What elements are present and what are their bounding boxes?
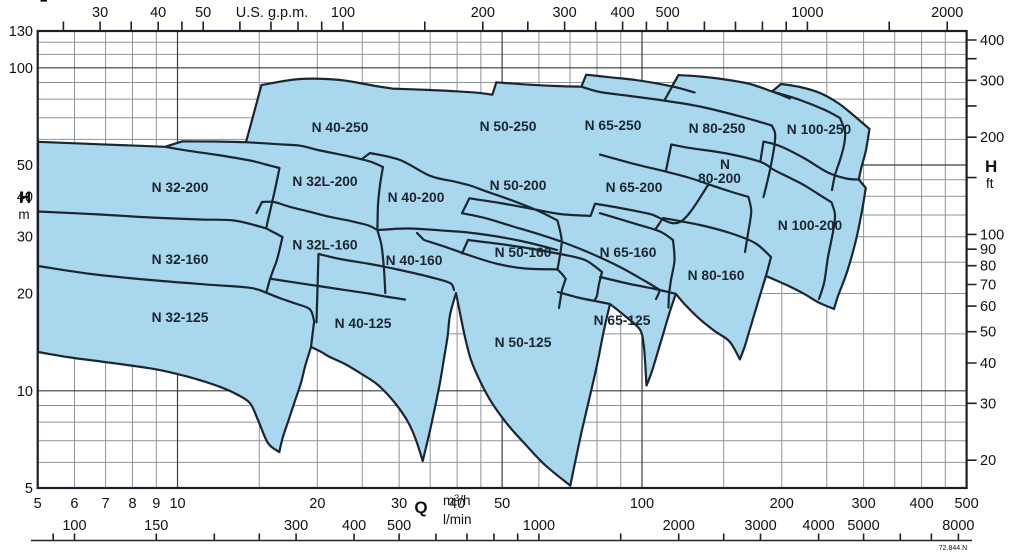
svg-text:N 32L-160: N 32L-160: [292, 238, 358, 253]
svg-text:4000: 4000: [802, 518, 834, 534]
svg-text:6: 6: [70, 496, 78, 512]
svg-text:N 40-125: N 40-125: [335, 316, 392, 331]
svg-text:100: 100: [62, 518, 86, 534]
svg-text:m3/h: m3/h: [443, 493, 471, 508]
svg-text:30: 30: [17, 230, 33, 246]
svg-text:40: 40: [17, 189, 33, 205]
svg-text:80-200: 80-200: [698, 171, 741, 186]
svg-text:400: 400: [342, 518, 366, 534]
svg-text:m: m: [18, 207, 29, 222]
svg-text:N 32-125: N 32-125: [152, 310, 209, 325]
svg-text:N 80-160: N 80-160: [688, 268, 745, 283]
svg-text:N 50-200: N 50-200: [490, 178, 547, 193]
svg-text:90: 90: [980, 242, 996, 258]
svg-text:Q: Q: [414, 498, 427, 517]
svg-text:N 50-160: N 50-160: [495, 245, 552, 260]
svg-text:8000: 8000: [942, 518, 974, 534]
svg-text:150: 150: [144, 518, 168, 534]
svg-text:50: 50: [17, 158, 33, 174]
svg-text:72.844.N: 72.844.N: [939, 545, 967, 552]
svg-text:300: 300: [284, 518, 308, 534]
svg-text:100: 100: [630, 496, 654, 512]
svg-text:N 65-200: N 65-200: [606, 180, 663, 195]
svg-text:50: 50: [195, 5, 211, 21]
svg-text:5000: 5000: [847, 518, 879, 534]
svg-text:N 40-250: N 40-250: [312, 120, 369, 135]
svg-text:100: 100: [331, 5, 355, 21]
svg-text:400: 400: [611, 5, 635, 21]
svg-text:9: 9: [152, 496, 160, 512]
svg-text:l/min: l/min: [443, 512, 472, 527]
svg-text:50: 50: [494, 496, 510, 512]
svg-text:3000: 3000: [744, 518, 776, 534]
svg-text:20: 20: [980, 453, 996, 469]
svg-text:70: 70: [980, 277, 996, 293]
svg-text:200: 200: [770, 496, 794, 512]
svg-text:200: 200: [471, 5, 495, 21]
svg-text:500: 500: [954, 496, 978, 512]
svg-text:H: H: [19, 188, 31, 207]
svg-text:20: 20: [309, 496, 325, 512]
svg-text:N 32-200: N 32-200: [152, 180, 209, 195]
svg-text:N 40-160: N 40-160: [386, 253, 443, 268]
svg-text:500: 500: [656, 5, 680, 21]
svg-text:7: 7: [102, 496, 110, 512]
svg-text:1000: 1000: [791, 5, 823, 21]
svg-text:30: 30: [391, 496, 407, 512]
svg-text:H: H: [985, 157, 997, 176]
svg-text:200: 200: [980, 130, 1004, 146]
svg-text:2000: 2000: [931, 5, 963, 21]
svg-text:N 50-125: N 50-125: [495, 335, 552, 350]
svg-text:50: 50: [980, 325, 996, 341]
svg-text:5: 5: [34, 496, 42, 512]
svg-text:N 32-160: N 32-160: [152, 252, 209, 267]
svg-text:5: 5: [25, 481, 33, 497]
svg-text:80: 80: [980, 259, 996, 275]
svg-text:400: 400: [909, 496, 933, 512]
svg-text:100: 100: [980, 227, 1004, 243]
svg-text:300: 300: [851, 496, 875, 512]
svg-text:N 100-200: N 100-200: [778, 218, 843, 233]
svg-text:100: 100: [9, 61, 33, 77]
svg-text:300: 300: [552, 5, 576, 21]
svg-text:N 50-250: N 50-250: [480, 119, 537, 134]
svg-text:30: 30: [92, 5, 108, 21]
svg-text:ft: ft: [986, 176, 994, 191]
svg-text:1000: 1000: [523, 518, 555, 534]
svg-text:40: 40: [449, 496, 465, 512]
svg-text:20: 20: [17, 287, 33, 303]
svg-text:130: 130: [9, 24, 33, 40]
svg-text:N 65-250: N 65-250: [585, 118, 642, 133]
svg-text:300: 300: [980, 73, 1004, 89]
svg-text:N 100-250: N 100-250: [787, 122, 852, 137]
svg-text:40: 40: [980, 356, 996, 372]
svg-text:N 65-160: N 65-160: [600, 245, 657, 260]
svg-text:60: 60: [980, 299, 996, 315]
svg-text:30: 30: [980, 396, 996, 412]
svg-text:N 32L-200: N 32L-200: [292, 174, 358, 189]
svg-text:500: 500: [387, 518, 411, 534]
svg-text:40: 40: [150, 5, 166, 21]
svg-text:2000: 2000: [663, 518, 695, 534]
svg-text:400: 400: [980, 33, 1004, 49]
svg-text:8: 8: [128, 496, 136, 512]
svg-text:10: 10: [17, 384, 33, 400]
svg-text:N 80-250: N 80-250: [689, 121, 746, 136]
svg-text:N: N: [720, 157, 730, 172]
svg-text:U.S. g.p.m.: U.S. g.p.m.: [236, 5, 309, 21]
svg-text:10: 10: [169, 496, 185, 512]
svg-text:N 65-125: N 65-125: [594, 313, 651, 328]
svg-text:N 40-200: N 40-200: [388, 190, 445, 205]
